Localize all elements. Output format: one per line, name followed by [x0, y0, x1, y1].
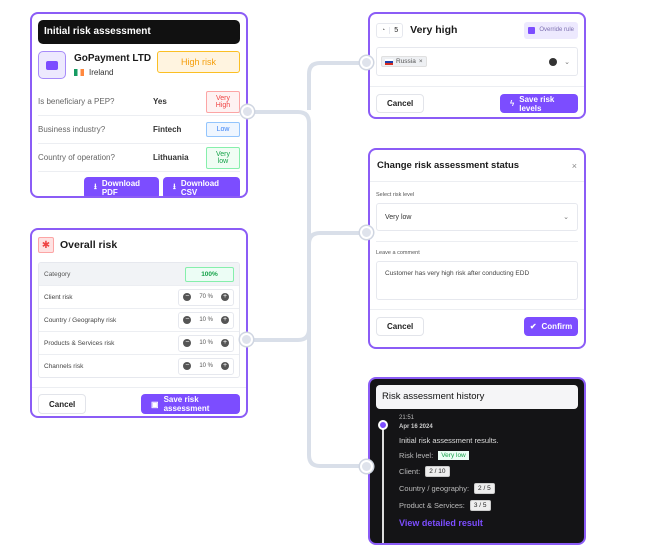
- country-select[interactable]: Russia × ⌄: [376, 47, 578, 76]
- gauge-icon: ◔: [381, 26, 386, 34]
- connector-node: [360, 460, 373, 473]
- product-score: 3 / 5: [469, 500, 491, 511]
- comment-label: Leave a comment: [376, 250, 420, 256]
- chevron-down-icon[interactable]: ⌄: [564, 58, 570, 66]
- plus-icon[interactable]: +: [221, 362, 229, 370]
- connector-node: [241, 105, 254, 118]
- initial-risk-card: Initial risk assessment GoPayment LTD Ir…: [30, 12, 248, 198]
- bolt-icon: ϟ: [510, 99, 515, 108]
- risk-level-badge: Very low: [438, 451, 469, 460]
- change-status-dialog: Change risk assessment status × Select r…: [368, 148, 586, 349]
- risk-badge: High risk: [157, 51, 240, 73]
- risk-level-select[interactable]: Very low ⌄: [376, 203, 578, 231]
- answer: Lithuania: [153, 153, 189, 162]
- question: Business industry?: [38, 125, 106, 134]
- percent-stepper[interactable]: −10 % +: [178, 357, 234, 375]
- clear-icon[interactable]: [549, 57, 558, 66]
- history-date: Apr 16 2024: [399, 424, 433, 430]
- cancel-button[interactable]: Cancel: [38, 394, 87, 414]
- card-title: Risk assessment history: [376, 385, 578, 409]
- risk-row: Country / Geography risk −10 % +: [39, 308, 239, 331]
- view-detailed-result-link[interactable]: View detailed result: [399, 518, 483, 528]
- connector-node: [240, 333, 253, 346]
- timeline-dot-icon: [378, 420, 388, 430]
- level-title: Very high: [410, 24, 458, 36]
- ireland-flag-icon: [74, 69, 84, 76]
- risk-level-card: ◔ 5 Very high Override rule Russia × ⌄ Can…: [368, 12, 586, 119]
- timeline-line: [382, 423, 384, 543]
- company-country: Ireland: [89, 68, 114, 77]
- total-badge: 100%: [185, 266, 234, 282]
- level-number: ◔ 5: [376, 22, 404, 38]
- comment-textarea[interactable]: Customer has very high risk after conduc…: [376, 261, 578, 300]
- remove-tag-icon[interactable]: ×: [418, 58, 423, 65]
- close-icon[interactable]: ×: [571, 160, 577, 171]
- select-label: Select risk level: [376, 192, 415, 198]
- minus-icon[interactable]: −: [183, 362, 192, 370]
- risk-history-card: Risk assessment history 21:51 Apr 16 202…: [368, 377, 586, 545]
- dialog-title: Change risk assessment status: [377, 160, 520, 171]
- override-rule-checkbox[interactable]: Override rule: [524, 21, 578, 39]
- download-pdf-button[interactable]: ⭳ Download PDF: [84, 177, 159, 196]
- question-row: Is beneficiary a PEP? Yes Very High: [38, 88, 240, 116]
- connector-node: [360, 226, 373, 239]
- country-tag: Russia ×: [381, 56, 427, 67]
- history-time: 21:51: [399, 415, 415, 421]
- answer: Yes: [153, 97, 167, 106]
- risk-row: Products & Services risk −10 % +: [39, 331, 239, 354]
- level-badge: Low: [206, 122, 240, 137]
- minus-icon[interactable]: −: [183, 339, 192, 347]
- save-icon: ▣: [151, 399, 159, 409]
- cancel-button[interactable]: Cancel: [376, 94, 425, 113]
- download-icon: ⭳: [94, 182, 97, 191]
- level-badge: Very low: [206, 146, 240, 169]
- category-header: Category: [44, 270, 71, 278]
- download-csv-button[interactable]: ⭳ Download CSV: [163, 177, 240, 196]
- save-risk-assessment-button[interactable]: ▣ Save risk assessment: [141, 394, 240, 414]
- question: Is beneficiary a PEP?: [38, 97, 115, 106]
- percent-stepper[interactable]: −70 % +: [178, 288, 234, 306]
- card-title: Initial risk assessment: [38, 20, 240, 44]
- chevron-down-icon: ⌄: [563, 214, 569, 221]
- plus-icon[interactable]: +: [221, 293, 229, 301]
- country-score: 2 / 5: [474, 483, 495, 494]
- question: Country of operation?: [38, 153, 115, 162]
- history-summary: Initial risk assessment results.: [399, 436, 499, 445]
- question-row: Business industry? Fintech Low: [38, 116, 240, 144]
- risk-row: Channels risk −10 % +: [39, 354, 239, 377]
- save-risk-levels-button[interactable]: ϟ Save risk levels: [500, 94, 578, 113]
- risk-table: Category 100% Client risk −70 % + Country …: [38, 262, 240, 378]
- question-row: Country of operation? Lithuania Very low: [38, 144, 240, 172]
- plus-icon[interactable]: +: [221, 316, 229, 324]
- card-title: Overall risk: [60, 239, 118, 251]
- risk-row: Client risk −70 % +: [39, 285, 239, 308]
- cancel-button[interactable]: Cancel: [376, 317, 425, 336]
- answer: Fintech: [153, 125, 182, 134]
- checkbox-icon: [528, 26, 536, 34]
- russia-flag-icon: [385, 58, 393, 65]
- overall-risk-card: ✱ Overall risk Category 100% Client risk…: [30, 228, 248, 418]
- minus-icon[interactable]: −: [183, 316, 192, 324]
- plus-icon[interactable]: +: [221, 339, 229, 347]
- check-circle-icon: ✔: [529, 322, 537, 331]
- asterisk-icon: ✱: [38, 237, 54, 253]
- percent-stepper[interactable]: −10 % +: [178, 311, 234, 329]
- confirm-button[interactable]: ✔ Confirm: [524, 317, 578, 336]
- percent-stepper[interactable]: −10 % +: [178, 334, 234, 352]
- level-badge: Very High: [206, 90, 240, 113]
- client-score: 2 / 10: [425, 466, 450, 477]
- connector-node: [360, 56, 373, 69]
- download-icon: ⭳: [173, 182, 176, 191]
- minus-icon[interactable]: −: [183, 293, 192, 301]
- briefcase-icon: [38, 51, 66, 79]
- company-name: GoPayment LTD: [74, 53, 152, 64]
